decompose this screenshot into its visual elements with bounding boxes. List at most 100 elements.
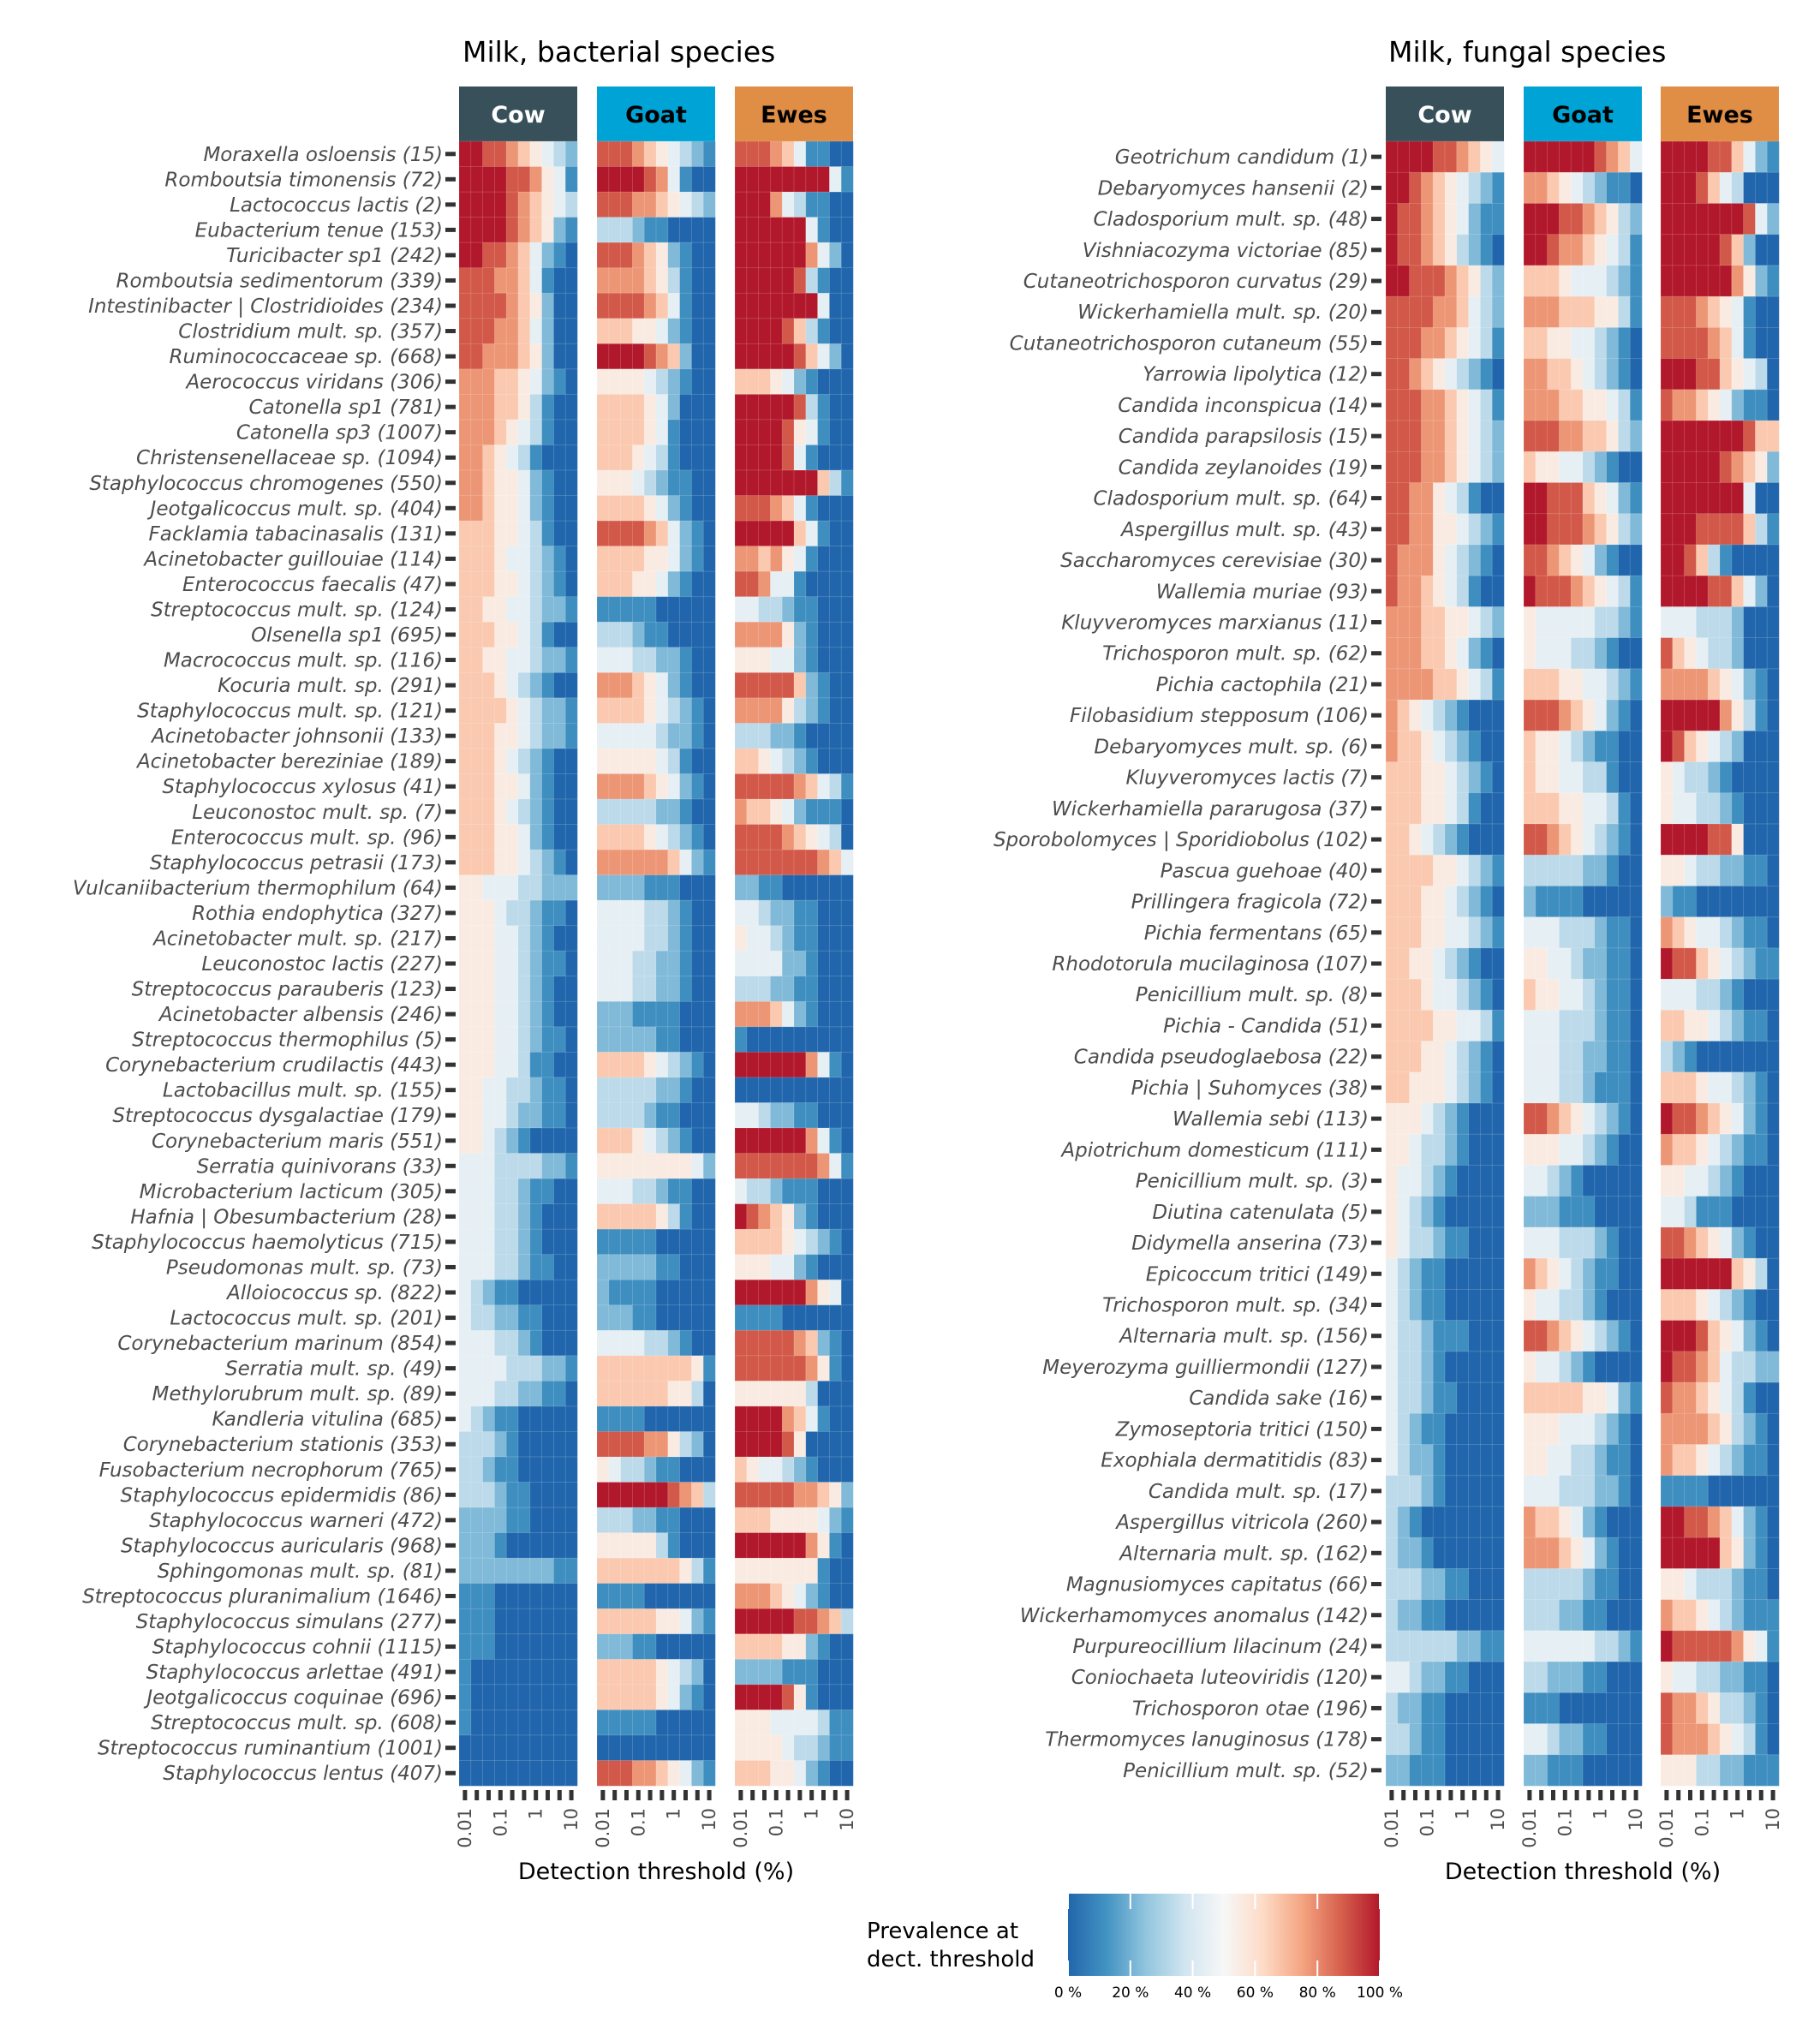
heatmap-cell — [770, 1254, 783, 1280]
heatmap-cell — [840, 1178, 854, 1205]
heatmap-cell — [691, 925, 704, 952]
heatmap-cell — [1606, 140, 1620, 173]
heatmap-cell — [679, 1228, 693, 1256]
heatmap-cell — [541, 1127, 555, 1155]
heatmap-cell — [817, 773, 831, 800]
heatmap-cell — [564, 419, 578, 446]
species-label: Penicillium mult. sp. (8) — [1136, 984, 1369, 1006]
heatmap-cell — [781, 1405, 795, 1433]
heatmap-cell — [1432, 1692, 1446, 1725]
heatmap-cell — [793, 292, 807, 319]
heatmap-cell — [746, 217, 760, 243]
heatmap-cell — [679, 343, 693, 370]
heatmap-cell — [596, 722, 610, 749]
heatmap-cell — [1432, 575, 1446, 608]
species-label: Streptococcus thermophilus (5) — [132, 1029, 443, 1052]
heatmap-cell — [702, 1633, 716, 1661]
heatmap-cell — [632, 1153, 645, 1179]
heatmap-cell — [1707, 1257, 1721, 1291]
heatmap-cell — [1421, 1226, 1434, 1259]
heatmap-cell — [470, 1608, 484, 1635]
heatmap-cell — [840, 1380, 854, 1407]
heatmap-cell — [608, 217, 622, 243]
heatmap-cell — [1523, 1412, 1537, 1446]
heatmap-cell — [1421, 792, 1434, 825]
heatmap-cell — [529, 343, 543, 370]
heatmap-cell — [564, 166, 578, 193]
heatmap-cell — [632, 140, 645, 168]
heatmap-cell — [1491, 389, 1505, 421]
heatmap-cell — [1719, 420, 1733, 452]
heatmap-cell — [1672, 389, 1686, 421]
heatmap-cell — [1582, 1351, 1596, 1383]
heatmap-cell — [541, 1153, 555, 1179]
heatmap-cell — [482, 1102, 496, 1129]
heatmap-cell — [770, 1405, 783, 1433]
species-label: Eubacterium tenue (153) — [195, 219, 443, 242]
species-label: Penicillium mult. sp. (52) — [1123, 1760, 1369, 1782]
heatmap-cell — [1468, 1599, 1482, 1632]
heatmap-cell — [667, 1355, 681, 1382]
heatmap-cell — [517, 292, 531, 319]
heatmap-cell — [1707, 1165, 1721, 1197]
heatmap-cell — [781, 1077, 795, 1104]
heatmap-cell — [805, 217, 819, 243]
heatmap-cell — [829, 1709, 842, 1736]
heatmap-cell — [1468, 761, 1482, 794]
heatmap-cell — [758, 1608, 772, 1635]
heatmap-cell — [1594, 637, 1608, 670]
heatmap-cell — [1754, 854, 1768, 887]
heatmap-cell — [829, 849, 842, 876]
heatmap-cell — [505, 318, 519, 345]
heatmap-cell — [470, 166, 484, 193]
heatmap-cell — [505, 1405, 519, 1433]
heatmap-cell — [1480, 1133, 1493, 1167]
heatmap-cell — [632, 1633, 645, 1661]
heatmap-cell — [553, 874, 566, 901]
heatmap-cell — [734, 874, 748, 901]
heatmap-cell — [781, 976, 795, 1003]
heatmap-cell — [702, 267, 716, 294]
heatmap-cell — [643, 445, 657, 471]
heatmap-cell — [655, 1051, 669, 1078]
heatmap-cell — [1594, 1165, 1608, 1197]
heatmap-cell — [1684, 1071, 1698, 1104]
heatmap-cell — [1629, 1009, 1643, 1042]
heatmap-cell — [1385, 1320, 1399, 1352]
heatmap-cell — [1491, 730, 1505, 763]
heatmap-cell — [517, 773, 531, 800]
heatmap-cell — [1444, 978, 1458, 1012]
heatmap-cell — [1421, 358, 1434, 391]
heatmap-cell — [1719, 1412, 1733, 1446]
heatmap-cell — [541, 393, 555, 421]
heatmap-cell — [805, 1507, 819, 1534]
heatmap-cell — [679, 318, 693, 345]
heatmap-cell — [805, 925, 819, 952]
heatmap-cell — [829, 318, 842, 345]
heatmap-cell — [1618, 637, 1631, 670]
y-tick — [445, 809, 456, 815]
heatmap-cell — [840, 748, 854, 775]
heatmap-cell — [1397, 1661, 1411, 1694]
heatmap-cell — [470, 318, 484, 345]
heatmap-cell — [691, 419, 704, 446]
heatmap-cell — [458, 1000, 472, 1028]
heatmap-cell — [746, 773, 760, 800]
heatmap-cell — [529, 950, 543, 977]
heatmap-cell — [620, 191, 634, 218]
heatmap-cell — [1754, 668, 1768, 701]
heatmap-cell — [1618, 886, 1631, 918]
heatmap-cell — [505, 343, 519, 370]
heatmap-cell — [1672, 1630, 1686, 1662]
heatmap-cell — [1421, 140, 1434, 173]
heatmap-cell — [781, 343, 795, 370]
heatmap-cell — [1582, 1506, 1596, 1538]
heatmap-cell — [529, 1405, 543, 1433]
heatmap-cell — [1707, 1351, 1721, 1383]
heatmap-cell — [470, 1228, 484, 1256]
heatmap-cell — [1707, 730, 1721, 763]
heatmap-cell — [679, 1684, 693, 1711]
heatmap-cell — [1385, 1381, 1399, 1414]
y-tick — [445, 531, 456, 536]
heatmap-cell — [553, 570, 566, 598]
